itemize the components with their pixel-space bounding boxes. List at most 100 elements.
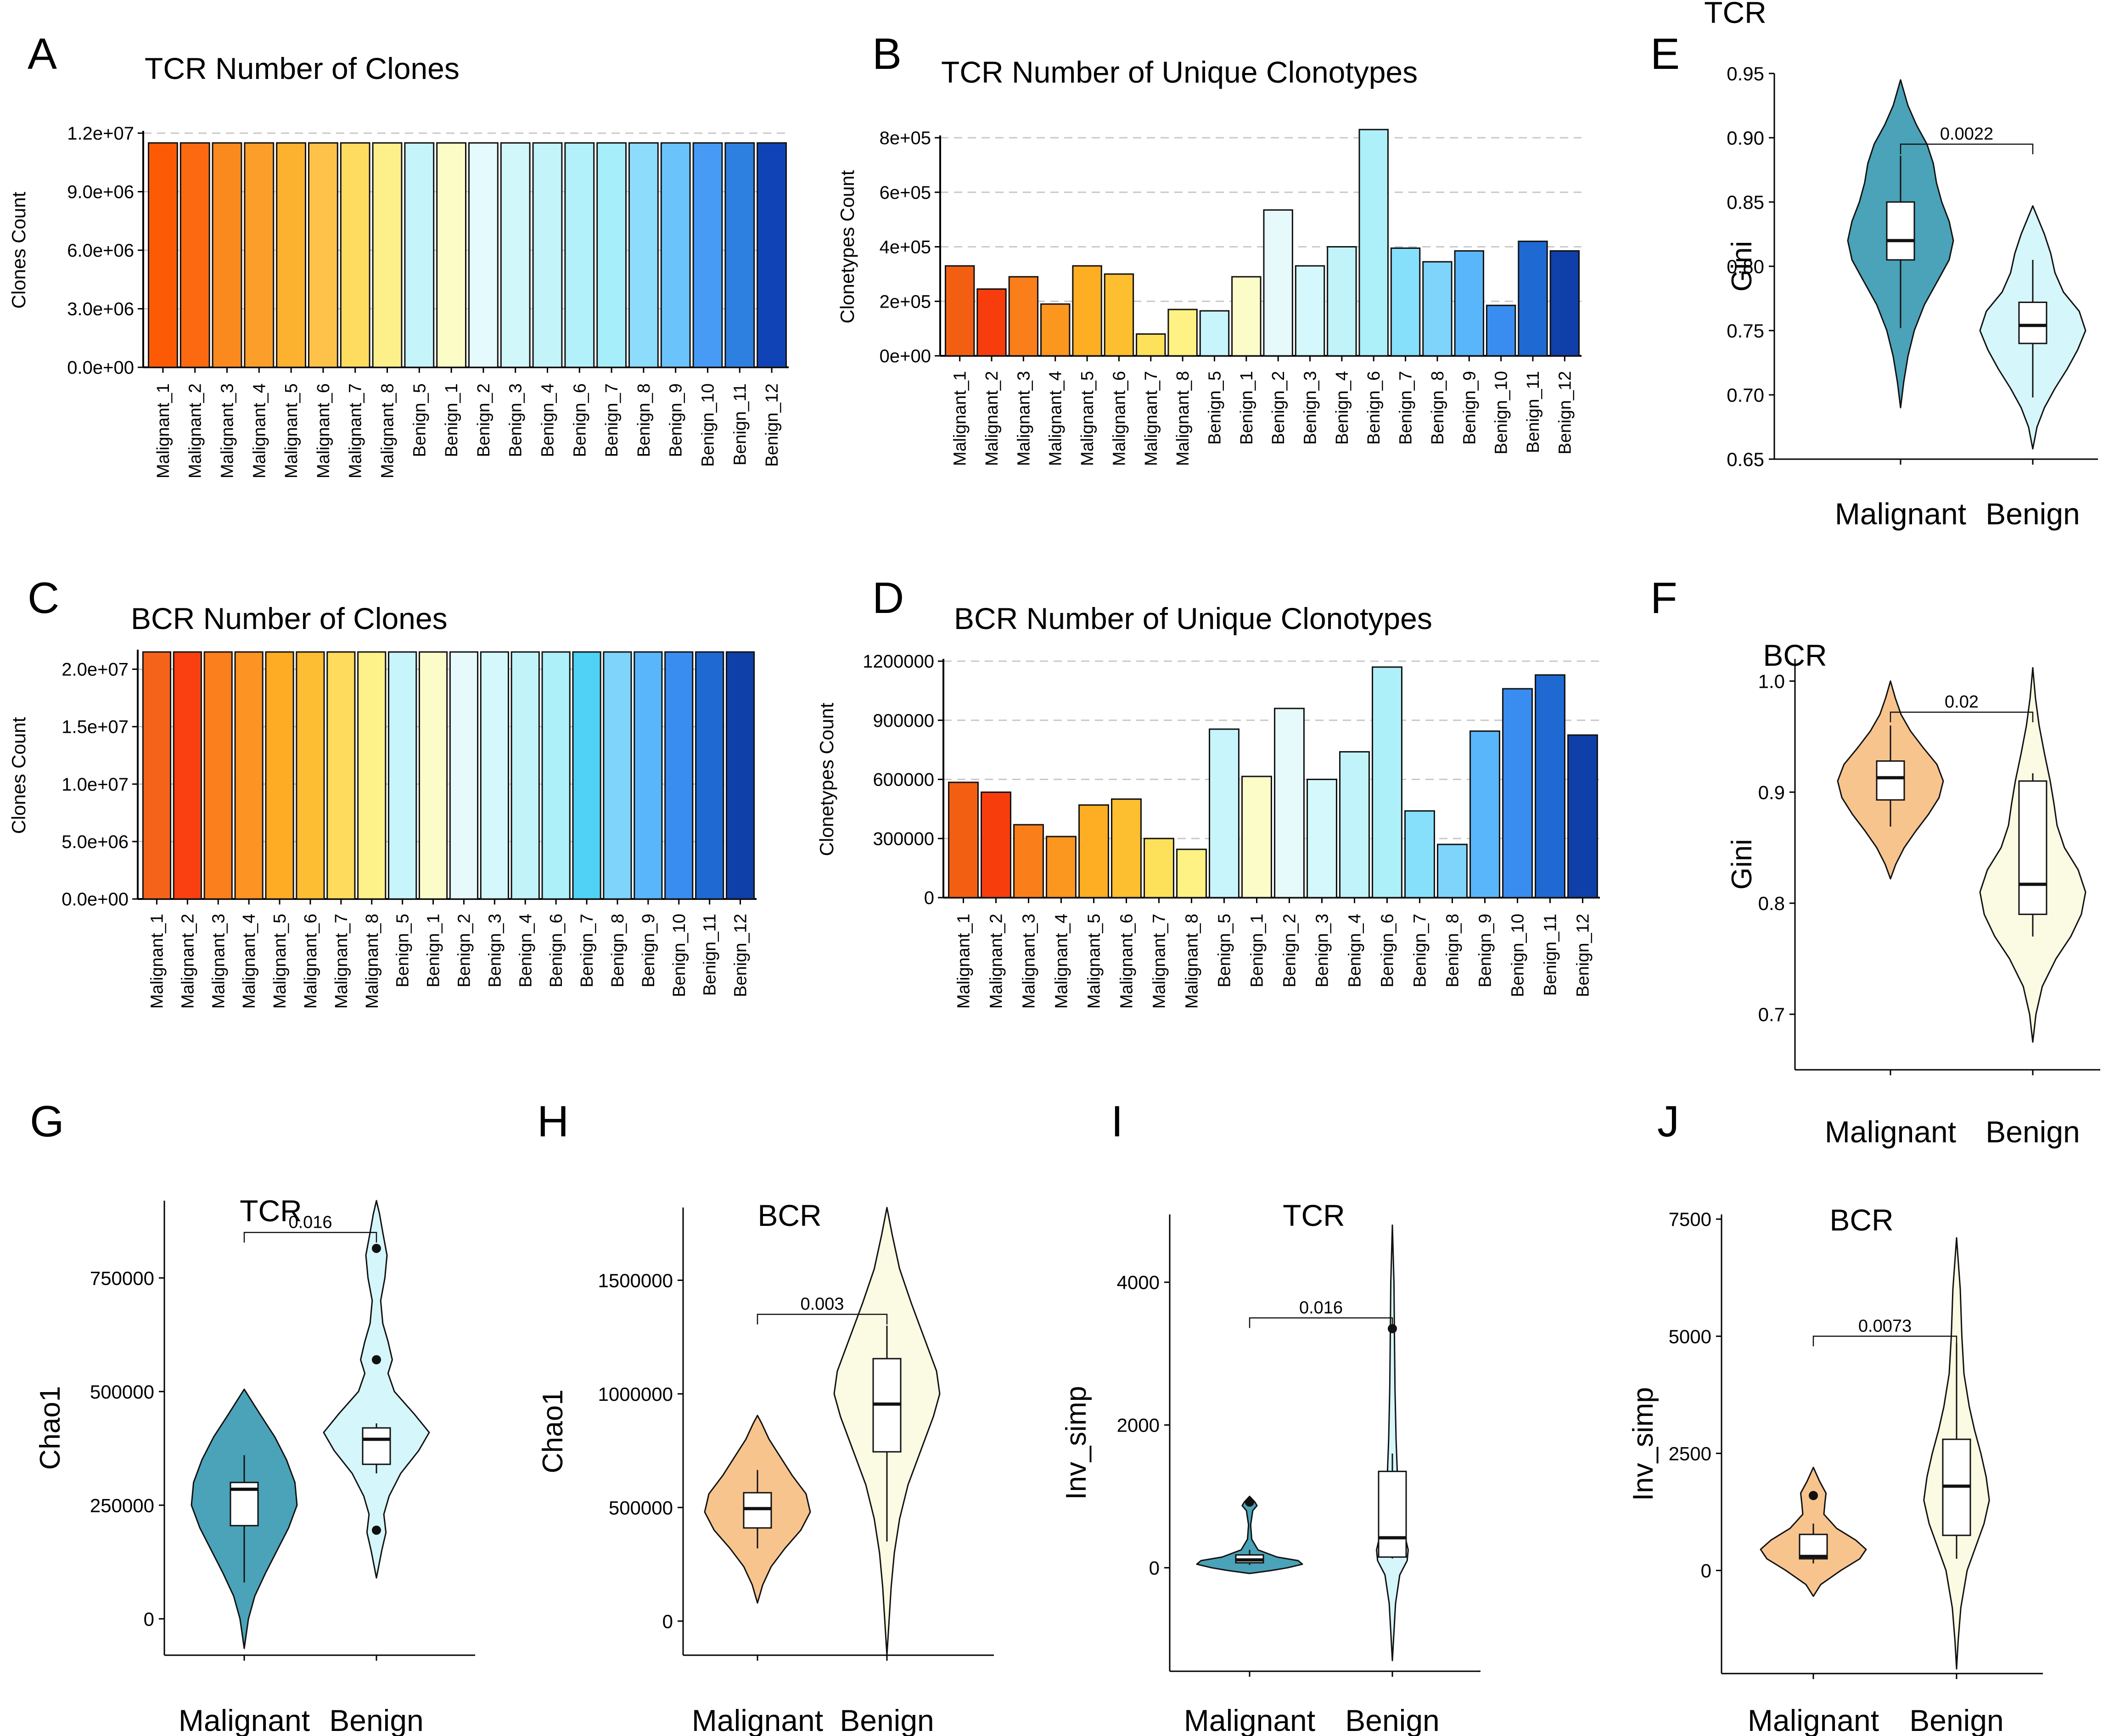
x-tick-label-malignant-2: Malignant_2 [987,914,1006,1009]
bar-malignant-4 [234,651,264,900]
x-tick-label-benign-10: Benign_10 [699,383,718,467]
bar-benign-3 [1307,779,1337,899]
bar-malignant-8 [372,142,403,368]
bar-malignant-1 [147,142,178,368]
bar-malignant-1 [142,651,172,900]
y-tick-label: 1.5e+07 [62,717,129,737]
x-tick-label-benign-2: Benign_2 [1269,371,1288,445]
x-tick-label-benign-8: Benign_8 [634,383,654,457]
x-tick-label-benign: Benign [329,1703,424,1736]
panel-b-tcr-unique-clonotypes-bar-chart: B TCR Number of Unique Clonotypes 0e+00 2e+… [836,29,1582,466]
x-tick-label-benign-5: Benign_5 [1205,371,1224,445]
x-tick-label-malignant-8: Malignant_8 [363,914,382,1009]
y-tick-label: 0.90 [1727,127,1764,149]
outlier-point-benign [1388,1324,1397,1333]
box-benign [2018,780,2047,915]
bar-malignant-7 [1144,837,1174,899]
x-tick-label-malignant-1: Malignant_1 [154,383,173,478]
x-tick-label-malignant-6: Malignant_6 [301,914,320,1009]
y-axis-label: Clonetypes Count [816,702,837,856]
panel-e-tcr-gini-violin: E TCR 0.65 0.70 0.75 0.80 0.85 0.90 0.95 Gini Mali… [1650,0,2098,531]
significance-bracket [757,1314,888,1325]
bar-malignant-2 [179,142,210,368]
panel-g-tcr-chao1-violin: G TCR 0 250000 500000 750000 Chao1 Malignant Ben… [30,1097,475,1736]
x-tick-label-benign-6: Benign_6 [547,914,566,988]
y-tick-label: 0 [144,1608,154,1630]
bar-malignant-6 [1104,273,1134,357]
bar-benign-2 [449,651,479,900]
x-tick-label-benign-1: Benign_1 [1248,914,1267,988]
y-axis-label: Inv_simp [1060,1386,1092,1500]
x-tick-label-malignant-2: Malignant_2 [982,371,1002,466]
box-malignant [1876,760,1905,801]
panel-letter-a: A [28,29,57,79]
y-tick-label: 0.70 [1727,384,1764,406]
bar-benign-7 [572,651,601,900]
x-tick-label-benign-10: Benign_10 [1509,914,1528,997]
outlier-point-malignant [1809,1491,1818,1500]
x-tick-label-benign-11: Benign_11 [730,383,750,466]
bar-benign-11 [724,142,755,368]
y-tick-label: 2000 [1117,1415,1160,1436]
y-tick-label: 900000 [873,711,934,731]
y-tick-label: 1.2e+07 [67,124,134,144]
bar-benign-4 [510,651,540,900]
x-tick-label-malignant: Malignant [1835,497,1966,531]
violin-benign [323,1200,430,1579]
x-tick-label-benign-11: Benign_11 [1524,371,1543,453]
y-tick-label: 250000 [90,1494,154,1516]
bar-benign-9 [660,142,691,368]
bar-malignant-5 [1078,804,1109,899]
x-tick-label-benign-7: Benign_7 [1397,371,1416,445]
violin-benign [1376,1224,1409,1662]
y-tick-label: 0.0e+00 [62,889,129,910]
bar-benign-12 [1549,250,1580,357]
bar-benign-10 [1502,688,1533,899]
y-tick-label: 600000 [873,770,934,790]
bar-benign-3 [480,651,509,900]
y-axis-label: Gini [1726,241,1758,292]
x-tick-label-benign-12: Benign_12 [1574,914,1593,997]
box-benign [1378,1471,1407,1558]
bar-benign-6 [564,142,595,368]
x-tick-label-benign-9: Benign_9 [1476,914,1495,988]
y-axis-label: Gini [1726,839,1758,889]
x-tick-label-malignant-3: Malignant_3 [218,383,237,478]
bar-benign-9 [1454,250,1484,357]
violin-malignant [1196,1495,1303,1574]
y-tick-label: 6e+05 [880,183,931,203]
bar-malignant-7 [340,142,370,368]
chart-title: BCR Number of Unique Clonotypes [954,601,1432,635]
bar-benign-5 [1199,310,1230,357]
bar-malignant-3 [1013,824,1044,899]
bar-malignant-7 [1136,333,1166,357]
x-tick-label-benign-7: Benign_7 [578,914,597,988]
chart-title: BCR [1829,1203,1893,1237]
bar-benign-1 [418,651,448,900]
x-tick-label-benign-4: Benign_4 [1346,914,1365,988]
bar-malignant-6 [296,651,325,900]
x-tick-label-benign-5: Benign_5 [410,383,429,457]
y-tick-label: 300000 [873,829,934,849]
y-tick-label: 1200000 [863,652,934,672]
x-tick-label-benign-8: Benign_8 [1428,371,1447,445]
y-tick-label: 1.0e+07 [62,775,129,795]
x-tick-label-benign-6: Benign_6 [1378,914,1397,988]
box-malignant [1886,201,1915,261]
bar-benign-4 [1339,751,1370,899]
bar-malignant-2 [173,651,202,900]
x-tick-label-malignant-5: Malignant_5 [282,383,301,478]
bar-benign-12 [725,651,755,900]
y-tick-label: 0e+00 [880,346,931,366]
x-tick-label-benign-9: Benign_9 [1460,371,1479,445]
y-axis-label: Chao1 [537,1389,569,1473]
panel-d-bcr-unique-clonotypes-bar-chart: D BCR Number of Unique Clonotypes 0 300000 6… [816,573,1600,1009]
x-tick-label-benign: Benign [840,1703,934,1736]
y-tick-label: 5000 [1669,1326,1711,1347]
x-tick-label-benign: Benign [1985,1115,2080,1149]
bar-malignant-2 [976,288,1007,357]
y-tick-label: 0.95 [1727,63,1764,84]
outlier-point-benign [372,1525,381,1535]
y-tick-label: 3.0e+06 [67,299,134,320]
y-tick-label: 0.75 [1727,320,1764,342]
